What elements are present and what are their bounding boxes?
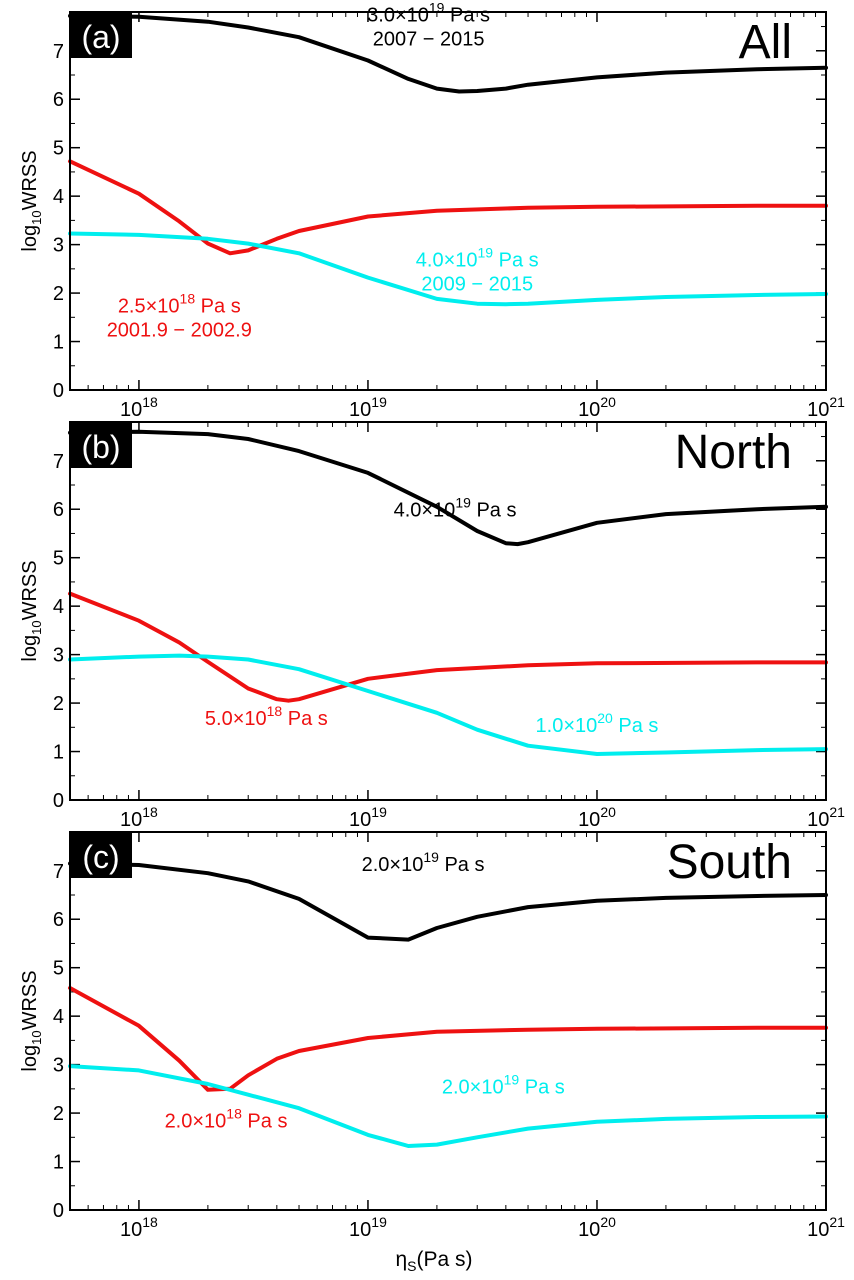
y-tick-label: 6 [53,909,64,931]
x-tick-label: 1020 [578,804,616,831]
y-tick-label: 5 [53,548,64,570]
annotation-black: 2.0×1019 Pa s [362,849,485,876]
x-tick-label: 1018 [120,1214,158,1241]
panel-label-box [70,12,132,58]
x-axis-label: ηS(Pa s) [395,1248,472,1274]
panel-south: 0 1 2 3 4 5 6 7 1018 1019 1020 1021 log10WRSS 2.0×101… [19,831,845,1241]
panel-north: 0 1 2 3 4 5 6 7 1018 1019 1020 1021 log10WRSS 4.0×101… [19,421,845,831]
x-tick-label: 1018 [120,804,158,831]
panel-label-box [70,832,132,878]
y-tick-label: 4 [53,186,64,208]
series-line-red [68,159,828,256]
panel-label: (c) [82,839,119,875]
panel-label: (b) [81,429,120,465]
series-line-black [68,861,828,942]
y-tick-label: 7 [53,41,64,63]
y-tick-label: 3 [53,235,64,257]
region-title: South [667,836,792,889]
annotation-red: 2.5×1018 Pa s [118,290,241,317]
annotation-cyan: 2009 − 2015 [421,273,533,295]
series-line-black [68,13,828,94]
annotation-cyan: 4.0×1019 Pa s [416,244,539,271]
y-axis-label: log10WRSS [19,970,44,1071]
y-tick-label: 3 [53,645,64,667]
y-tick-label: 3 [53,1055,64,1077]
y-tick-label: 4 [53,596,64,618]
y-tick-label: 6 [53,89,64,111]
series-line-red [68,591,828,703]
x-tick-label: 1018 [120,394,158,421]
y-tick-label: 5 [53,138,64,160]
annotation-cyan: 2.0×1019 Pa s [442,1072,565,1099]
plot-frame [69,421,827,801]
y-tick-label: 5 [53,958,64,980]
series-line-cyan [68,1064,828,1148]
plot-frame [69,11,827,391]
series-line-black [68,429,828,547]
y-tick-label: 0 [53,790,64,812]
x-tick-label: 1021 [807,394,845,421]
x-tick-label: 1020 [578,394,616,421]
y-tick-label: 1 [53,742,64,764]
y-tick-label: 7 [53,861,64,883]
y-tick-label: 6 [53,499,64,521]
x-tick-label: 1019 [349,804,387,831]
y-tick-label: 4 [53,1006,64,1028]
series-line-red [68,986,828,1092]
y-tick-label: 1 [53,332,64,354]
panel-label: (a) [81,19,120,55]
panel-label-box [70,422,132,468]
y-tick-label: 2 [53,283,64,305]
y-axis-label: log10WRSS [19,560,44,661]
x-tick-label: 1021 [807,1214,845,1241]
annotation-cyan: 1.0×1020 Pa s [536,710,659,737]
y-axis-label: log10WRSS [19,150,44,251]
x-tick-label: 1021 [807,804,845,831]
x-tick-label: 1019 [349,1214,387,1241]
y-tick-label: 0 [53,1200,64,1222]
annotation-red: 2.0×1018 Pa s [165,1106,288,1133]
series-line-cyan [68,653,828,756]
y-tick-label: 7 [53,451,64,473]
x-tick-label: 1019 [349,394,387,421]
plot-frame [69,831,827,1211]
annotation-black: 2007 − 2015 [373,29,485,51]
series-line-cyan [68,231,828,307]
panel-all: 0 1 2 3 4 5 6 7 1018 1019 1020 1021 log10WRSS 3.0×101… [19,0,845,421]
region-title: All [739,16,792,69]
annotation-black: 3.0×1019 Pa s [367,0,490,27]
y-tick-label: 2 [53,693,64,715]
annotation-red: 5.0×1018 Pa s [205,703,328,730]
annotation-black: 4.0×1019 Pa s [394,495,517,522]
y-tick-label: 1 [53,1152,64,1174]
y-tick-label: 2 [53,1103,64,1125]
y-tick-label: 0 [53,380,64,402]
annotation-red: 2001.9 − 2002.9 [107,319,252,341]
x-tick-label: 1020 [578,1214,616,1241]
region-title: North [675,426,792,479]
